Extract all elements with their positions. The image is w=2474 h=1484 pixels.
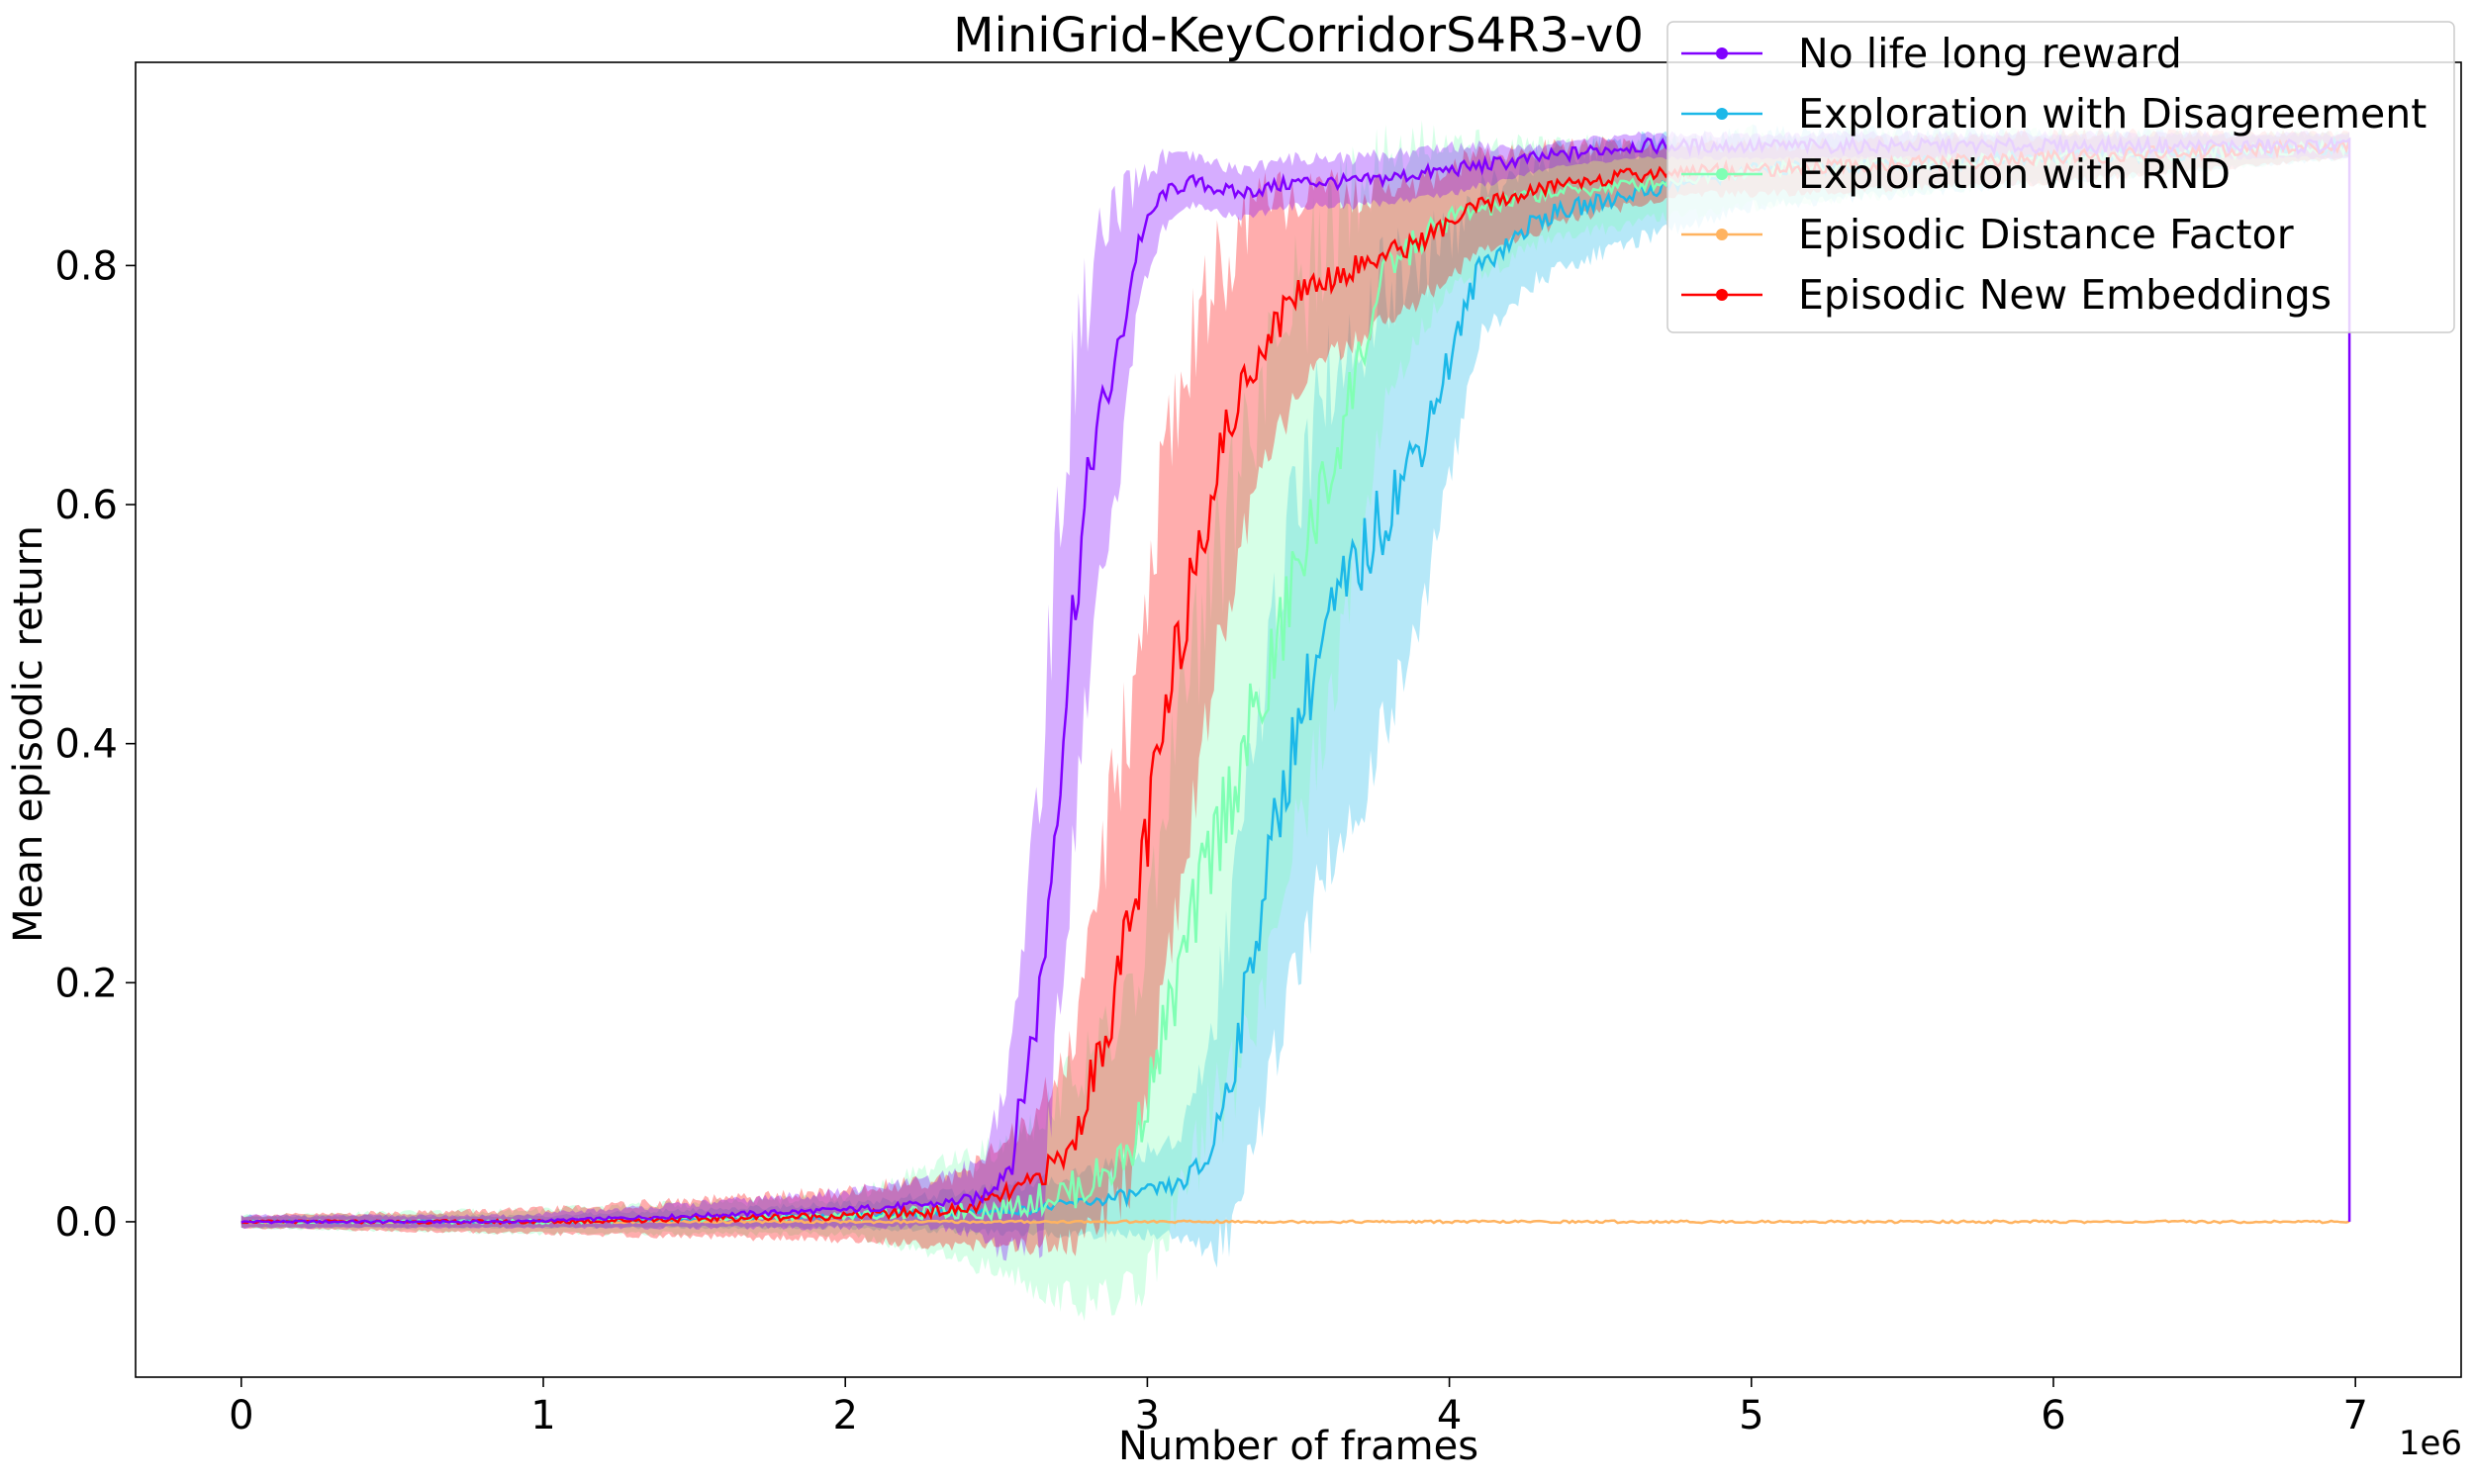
y-tick-label: 0.2: [54, 961, 118, 1006]
legend-marker-episodic-distance-factor: [1716, 229, 1728, 240]
legend-label-exploration-with-disagreement: Exploration with Disagreement: [1798, 90, 2426, 138]
x-tick-label: 2: [832, 1393, 857, 1438]
legend-label-episodic-new-embeddings: Episodic New Embeddings: [1798, 271, 2331, 319]
band-episodic-new-embeddings: [240, 128, 2350, 1256]
chart-title: MiniGrid-KeyCorridorS4R3-v0: [953, 8, 1644, 63]
legend-box: [1666, 21, 2455, 333]
band-exploration-with-rnd: [240, 120, 2350, 1322]
y-axis-label: Mean episodic return: [6, 525, 51, 943]
x-tick-label: 1: [530, 1393, 555, 1438]
x-tick-label: 3: [1135, 1393, 1160, 1438]
y-tick-label: 0.6: [54, 483, 118, 528]
x-tick-label: 0: [229, 1393, 253, 1438]
plot-frame: [135, 61, 2462, 1378]
legend-marker-episodic-new-embeddings: [1716, 289, 1728, 301]
y-tick-label: 0.4: [54, 722, 118, 768]
confidence-bands: [240, 120, 2350, 1322]
y-tick-label: 0.8: [54, 243, 118, 289]
legend-label-no-life-long-reward: No life long reward: [1798, 30, 2182, 77]
legend-marker-exploration-with-disagreement: [1716, 108, 1728, 120]
axes: 0 1 2 3 4 5 6 7 0.0 0.2 0.4 0.6 0.8: [54, 61, 2462, 1438]
x-offset-label: 1e6: [2399, 1424, 2462, 1463]
x-axis-label: Number of frames: [1118, 1424, 1478, 1469]
band-exploration-with-disagreement: [240, 124, 2350, 1268]
legend-marker-no-life-long-reward: [1716, 47, 1728, 59]
legend-label-episodic-distance-factor: Episodic Distance Factor: [1798, 211, 2294, 258]
x-tick-label: 7: [2342, 1393, 2367, 1438]
legend: No life long reward Exploration with Disa…: [1666, 21, 2455, 333]
x-tick-label: 4: [1437, 1393, 1462, 1438]
legend-marker-exploration-with-rnd: [1716, 168, 1728, 180]
y-tick-label: 0.0: [54, 1200, 118, 1246]
legend-label-exploration-with-rnd: Exploration with RND: [1798, 150, 2231, 198]
x-tick-label: 5: [1739, 1393, 1763, 1438]
x-tick-label: 6: [2041, 1393, 2065, 1438]
